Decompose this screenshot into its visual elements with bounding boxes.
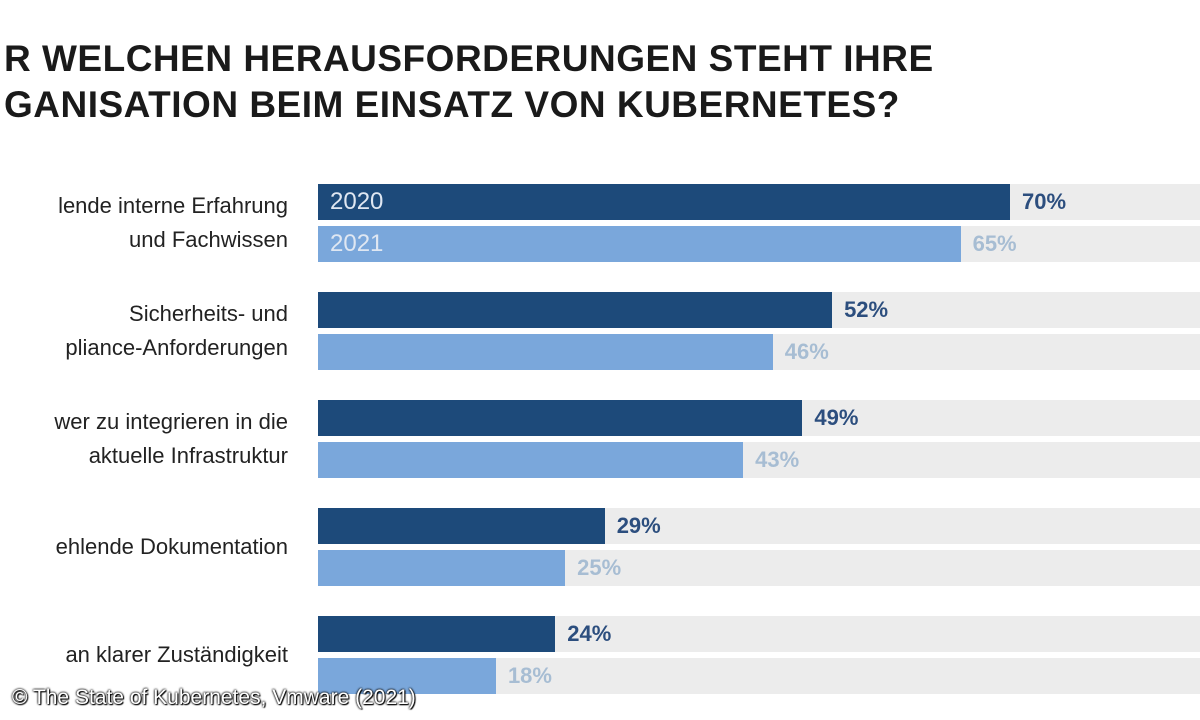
category-label-line: wer zu integrieren in die (54, 409, 288, 434)
bar-2020 (318, 400, 803, 436)
legend-series-label: 2021 (330, 230, 384, 257)
value-label: 46% (784, 339, 829, 364)
value-label: 43% (755, 447, 800, 472)
bar-2020 (318, 292, 833, 328)
value-label: 70% (1022, 189, 1067, 214)
category-label: Sicherheits- und pliance-Anforderungen (65, 297, 288, 365)
chart-title-line-1: R WELCHEN HERAUSFORDERUNGEN STEHT IHRE (4, 38, 934, 79)
bar-2020 (318, 184, 1011, 220)
bar-2020 (318, 508, 605, 544)
category-label: an klarer Zuständigkeit (65, 638, 288, 672)
bar-2021 (318, 442, 744, 478)
value-label: 24% (567, 621, 612, 646)
bar-2020 (318, 616, 556, 652)
value-label: 49% (814, 405, 859, 430)
chart-title-line-2: GANISATION BEIM EINSATZ VON KUBERNETES? (4, 84, 900, 125)
category-label-line: und Fachwissen (129, 227, 288, 252)
value-label: 29% (616, 513, 661, 538)
category-label: lende interne Erfahrung und Fachwissen (58, 189, 288, 257)
value-label: 18% (507, 663, 552, 688)
category-label-line: pliance-Anforderungen (65, 335, 288, 360)
category-label-line: lende interne Erfahrung (58, 193, 288, 218)
category-label-line: an klarer Zuständigkeit (65, 642, 288, 667)
source-credit: © The State of Kubernetes, Vmware (2021) (12, 686, 416, 709)
category-label: ehlende Dokumentation (56, 530, 288, 564)
value-label: 52% (844, 297, 889, 322)
value-label: 65% (972, 231, 1017, 256)
category-label-line: ehlende Dokumentation (55, 534, 288, 559)
category-label-line: Sicherheits- und (129, 301, 288, 326)
bar-2021 (318, 226, 961, 262)
legend-series-label: 2020 (330, 188, 384, 215)
bar-2021 (318, 550, 566, 586)
bar-2021 (318, 658, 496, 694)
bar-2021 (318, 334, 773, 370)
value-label: 25% (577, 555, 622, 580)
category-label: wer zu integrieren in die aktuelle Infras… (54, 405, 288, 473)
category-label-line: aktuelle Infrastruktur (88, 443, 288, 468)
